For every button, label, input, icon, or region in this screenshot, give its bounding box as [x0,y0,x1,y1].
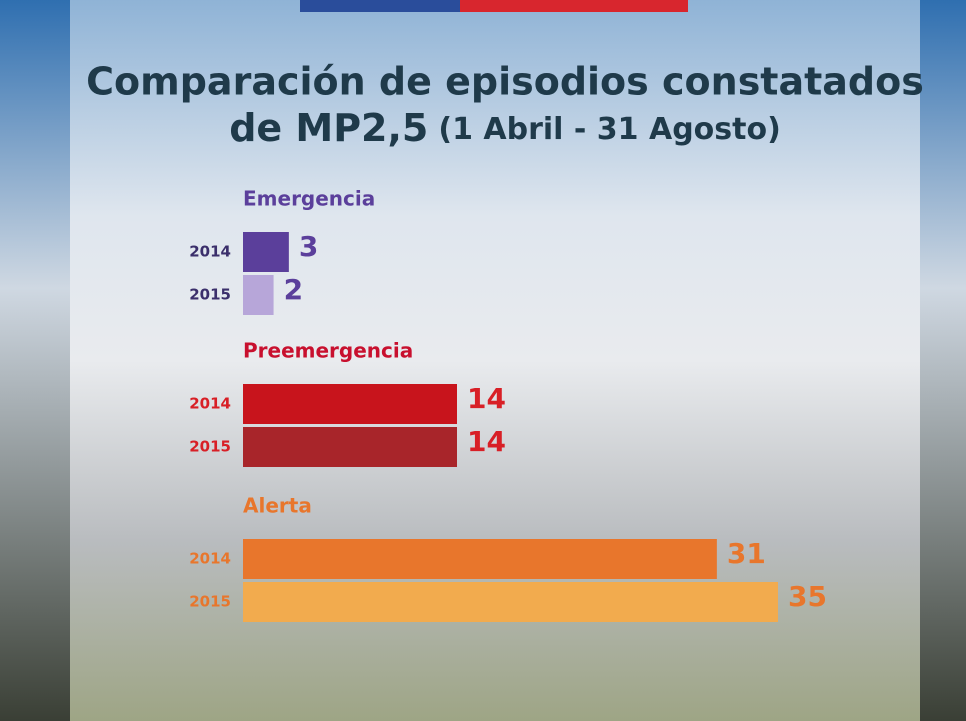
flag-blue [300,0,460,12]
chart-title-line: de MP2,5 (1 Abril - 31 Agosto) [229,106,781,150]
value-label: 35 [788,580,827,613]
year-label: 2015 [189,593,231,611]
year-label: 2014 [189,243,231,261]
bar [243,232,289,272]
bar [243,384,457,424]
year-label: 2014 [189,395,231,413]
value-label: 3 [299,230,318,263]
year-label: 2014 [189,550,231,568]
group-label: Emergencia [243,187,375,211]
bar [243,275,274,315]
bar [243,582,778,622]
group-label: Preemergencia [243,339,413,363]
value-label: 14 [467,425,506,458]
group-label: Alerta [243,494,312,518]
year-label: 2015 [189,438,231,456]
flag-red [460,0,688,12]
bar [243,427,457,467]
chart-title: Comparación de episodios constatados [86,60,924,104]
value-label: 14 [467,382,506,415]
chart-title: de MP2,5 [229,106,428,150]
chart-subtitle: (1 Abril - 31 Agosto) [438,112,780,147]
chart: Comparación de episodios constatados de … [0,0,966,721]
value-label: 2 [284,273,303,306]
value-label: 31 [727,537,766,570]
bar [243,539,717,579]
year-label: 2015 [189,286,231,304]
